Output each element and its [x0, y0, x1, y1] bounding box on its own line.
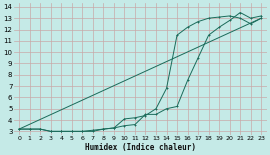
X-axis label: Humidex (Indice chaleur): Humidex (Indice chaleur) — [85, 143, 196, 152]
